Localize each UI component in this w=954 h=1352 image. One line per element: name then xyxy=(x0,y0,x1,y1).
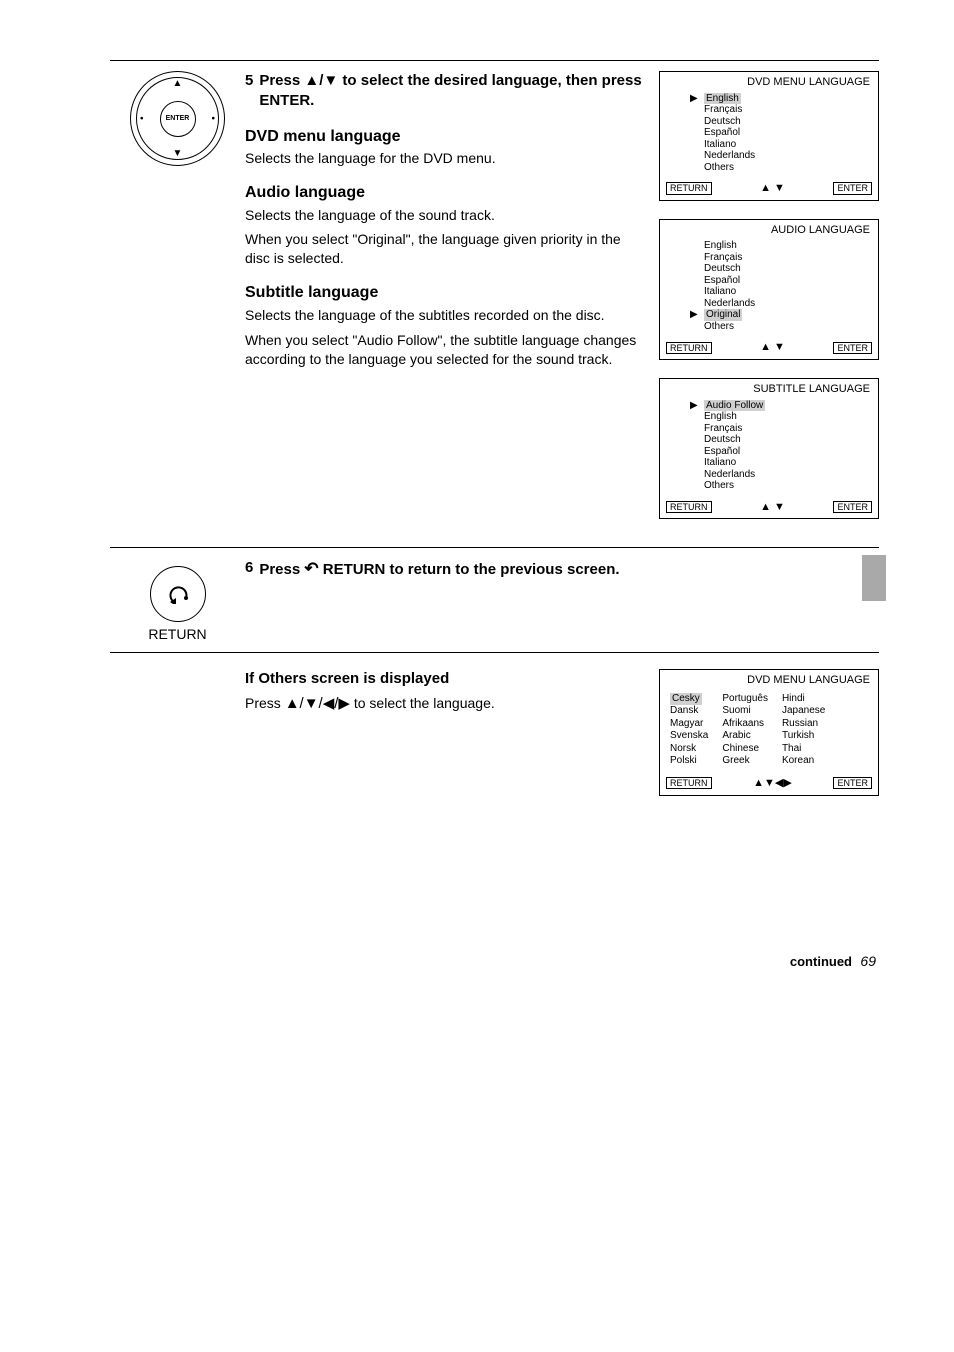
dvd-desc: Selects the language for the DVD menu. xyxy=(245,149,644,168)
return-button-icon xyxy=(150,566,206,622)
up-arrow-icon: ▲ xyxy=(173,78,183,89)
sub-head: Subtitle language xyxy=(245,282,644,304)
others-text: If Others screen is displayed Press ▲/▼/… xyxy=(245,669,659,813)
dvd-head: DVD menu language xyxy=(245,126,644,148)
screen-others: DVD MENU LANGUAGECeskyDanskMagyarSvenska… xyxy=(659,669,879,795)
audio-desc: Selects the language of the sound track. xyxy=(245,206,644,225)
updown-arrows-icon: ▲/▼ xyxy=(304,72,338,89)
down-arrow-icon: ▼ xyxy=(173,148,183,159)
remote-enter-label: ENTER xyxy=(160,101,196,137)
side-tab xyxy=(862,555,886,601)
step-number: 5 xyxy=(245,71,253,91)
return-icon-col: RETURN xyxy=(110,558,245,642)
audio-head: Audio language xyxy=(245,182,644,204)
allarrows-icon: ▲/▼/◀/▶ xyxy=(285,695,350,712)
step-number: 6 xyxy=(245,558,253,578)
return-glyph-icon: ↶ xyxy=(304,559,318,578)
page-number: 69 xyxy=(860,953,876,969)
step-5-text: 5 Press ▲/▼ to select the desired langua… xyxy=(245,71,659,537)
left-dot-icon: • xyxy=(140,113,144,124)
right-dot-icon: • xyxy=(211,113,215,124)
screens-column: DVD MENU LANGUAGE▶EnglishFrançaisDeutsch… xyxy=(659,71,879,537)
screen-audio: AUDIO LANGUAGEEnglishFrançaisDeutschEspa… xyxy=(659,219,879,360)
continued-label: continued xyxy=(790,954,852,969)
remote-icon-col: ENTER ▲ ▼ • • xyxy=(110,71,245,537)
step-6-text: 6 Press ↶ RETURN to return to the previo… xyxy=(245,558,879,642)
step-5-row: ENTER ▲ ▼ • • 5 Press ▲/▼ to select the … xyxy=(110,60,879,547)
screen-sub: SUBTITLE LANGUAGE▶Audio FollowEnglishFra… xyxy=(659,378,879,519)
others-block: If Others screen is displayed Press ▲/▼/… xyxy=(110,669,879,813)
sub-desc: Selects the language of the subtitles re… xyxy=(245,306,644,325)
step-6-row: RETURN 6 Press ↶ RETURN to return to the… xyxy=(110,547,879,653)
remote-dpad-icon: ENTER ▲ ▼ • • xyxy=(130,71,225,166)
screen-dvd: DVD MENU LANGUAGE▶EnglishFrançaisDeutsch… xyxy=(659,71,879,201)
return-arrow-icon xyxy=(166,584,190,604)
others-title: If Others screen is displayed xyxy=(245,669,644,689)
return-label: RETURN xyxy=(110,626,245,642)
sub-note: When you select "Audio Follow", the subt… xyxy=(245,331,644,369)
audio-note: When you select "Original", the language… xyxy=(245,230,644,268)
